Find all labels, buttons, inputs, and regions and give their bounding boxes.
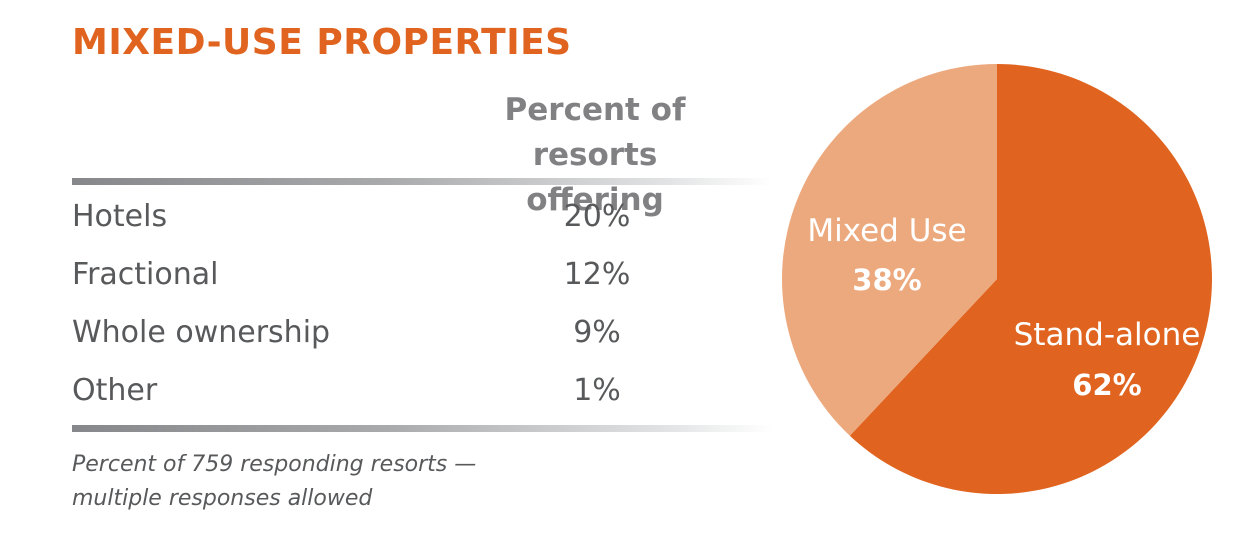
row-label-other: Other (72, 373, 158, 408)
pie-value-stand-alone: 62% (1072, 368, 1141, 402)
column-header: Percent of resorts offering (465, 88, 725, 223)
table-row: Hotels 20% (72, 188, 692, 246)
column-header-line-1: Percent of (504, 92, 686, 128)
table-row: Whole ownership 9% (72, 304, 692, 362)
table-row: Other 1% (72, 362, 692, 420)
row-label-hotels: Hotels (72, 199, 168, 234)
pie-chart: Stand-alone 62% Mixed Use 38% (781, 64, 1212, 494)
row-value-fractional: 12% (563, 257, 631, 292)
table-bottom-rule (72, 425, 772, 432)
footnote-line-2: multiple responses allowed (72, 486, 373, 511)
pie-labels: Stand-alone 62% Mixed Use 38% (807, 213, 1200, 402)
pie-slice-mixed-use (781, 64, 997, 436)
footnote: Percent of 759 responding resorts — mult… (72, 448, 592, 516)
pie-slice-stand-alone (849, 64, 1212, 494)
table-top-rule (72, 178, 772, 185)
column-header-line-2: resorts offering (526, 137, 664, 218)
pie-label-stand-alone: Stand-alone (1014, 317, 1201, 353)
row-label-fractional: Fractional (72, 257, 219, 292)
pie-value-mixed-use: 38% (852, 263, 921, 297)
footnote-line-1: Percent of 759 responding resorts — (72, 452, 477, 477)
table-row: Fractional 12% (72, 246, 692, 304)
pie-slices (781, 64, 1212, 494)
pie-label-mixed-use: Mixed Use (807, 213, 966, 249)
row-value-hotels: 20% (563, 199, 631, 234)
row-value-other: 1% (573, 373, 621, 408)
row-value-whole-ownership: 9% (573, 315, 621, 350)
chart-title: MIXED-USE PROPERTIES (72, 22, 572, 63)
row-label-whole-ownership: Whole ownership (72, 315, 331, 350)
